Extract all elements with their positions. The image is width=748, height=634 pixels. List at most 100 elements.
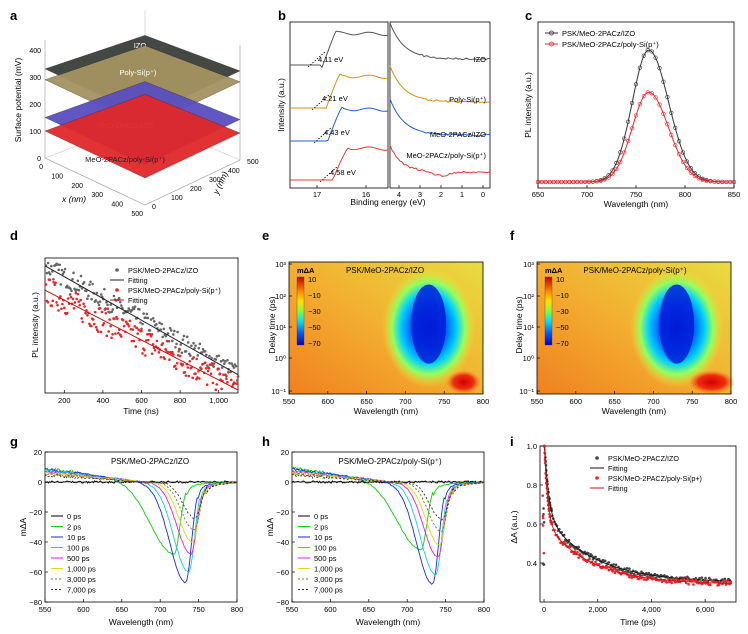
d-point [49, 264, 53, 268]
c-tick-label: 750 [630, 190, 643, 199]
i-point [694, 576, 698, 580]
d-point [173, 364, 177, 368]
f-title: PSK/MeO-2PACz/poly-Si(p⁺) [583, 266, 687, 275]
d-point [181, 338, 185, 341]
d-point [85, 289, 88, 293]
panel-d: PL intensity (a.u.) Time (ns) 200 400 600 8… [30, 257, 240, 416]
d-point [192, 356, 195, 359]
f-plot-cb-label: mΔA [545, 266, 563, 275]
d-point [172, 333, 175, 336]
d-point [188, 359, 192, 363]
d-point [139, 321, 142, 324]
h-plot-ytick-label: 0 [285, 478, 289, 487]
i-point [593, 563, 596, 567]
d-point [152, 319, 156, 323]
b-tangent-1 [311, 93, 331, 111]
c-point [708, 179, 713, 184]
d-point [44, 283, 48, 286]
d-point [222, 373, 225, 377]
i-fit-line-1 [543, 445, 732, 584]
d-point [98, 300, 102, 303]
d-point [122, 324, 126, 328]
g-plot-ytick-label: −20 [29, 508, 42, 517]
d-point [144, 354, 147, 357]
d-fit-line-0 [44, 265, 239, 376]
d-point [45, 271, 49, 275]
d-point [209, 372, 213, 376]
d-point [233, 382, 237, 385]
i-point [628, 567, 631, 571]
a-xlabel: x (nm) [61, 194, 86, 204]
b-tick-label: 3 [418, 190, 422, 199]
b-tick-label: 16 [362, 190, 370, 199]
b-series-left-1 [290, 73, 389, 109]
h-plot-legend-label-4: 500 ps [314, 554, 337, 563]
c-point [657, 66, 662, 71]
i-xtick-label: 4,000 [642, 605, 661, 614]
d-point [117, 331, 120, 335]
d-point [59, 283, 63, 286]
d-point [118, 300, 122, 304]
a-xtick: 0 [39, 164, 43, 171]
i-point [542, 507, 545, 510]
d-point [203, 361, 207, 364]
f-plot-blob-core [659, 284, 695, 364]
c-tick-label: 850 [728, 190, 741, 199]
d-point [132, 307, 136, 311]
i-point [572, 552, 576, 556]
d-point [87, 294, 90, 298]
i-point [724, 583, 728, 586]
d-point [46, 300, 50, 304]
c-point [649, 91, 654, 96]
a-ztick: 400 [29, 48, 41, 55]
d-point [215, 383, 219, 386]
a-xtick: 500 [131, 211, 143, 218]
c-point [606, 175, 611, 180]
i-fit-line-0 [544, 445, 732, 582]
i-point [541, 514, 545, 518]
i-point [594, 555, 597, 559]
d-point [164, 348, 167, 351]
d-point [110, 336, 113, 340]
d-point [219, 359, 223, 363]
e-plot-cb-bar [296, 276, 305, 346]
e-plot-blob-core [411, 284, 447, 364]
c-point [598, 178, 603, 183]
i-point [541, 494, 545, 497]
d-point [130, 308, 134, 312]
d-point [83, 305, 86, 308]
d-point [174, 367, 178, 371]
c-tick-label: 800 [679, 190, 692, 199]
i-xlabel: Time (ps) [620, 617, 656, 627]
d-point [198, 377, 201, 380]
d-point [60, 268, 64, 272]
d-point [218, 372, 221, 376]
d-point [181, 363, 185, 366]
c-point [731, 179, 737, 185]
c-point [677, 139, 682, 144]
c-point [696, 176, 701, 181]
b-series-right-1 [389, 65, 491, 104]
d-point [224, 359, 227, 363]
f-plot-cb-tick: −30 [556, 307, 569, 316]
d-point [70, 289, 73, 293]
i-point [675, 577, 678, 581]
e-plot-xtick-label: 550 [283, 397, 296, 406]
c-point [547, 179, 552, 185]
c-point [618, 159, 623, 164]
d-point [214, 388, 218, 391]
d-point [135, 326, 138, 330]
c-point [622, 136, 627, 141]
d-point [60, 307, 63, 311]
e-plot-cb-tick: 10 [308, 275, 316, 284]
g-plot-ytick-label: 20 [34, 448, 42, 457]
c-point [673, 125, 678, 130]
e-plot-xtick-label: 700 [399, 397, 412, 406]
h-plot-xtick-label: 650 [363, 605, 376, 614]
i-point [541, 524, 545, 527]
d-point [234, 364, 238, 368]
i-ytick-label: 0.6 [527, 520, 537, 529]
g-plot-legend-label-5: 1,000 ps [67, 565, 96, 574]
d-point [140, 327, 143, 331]
